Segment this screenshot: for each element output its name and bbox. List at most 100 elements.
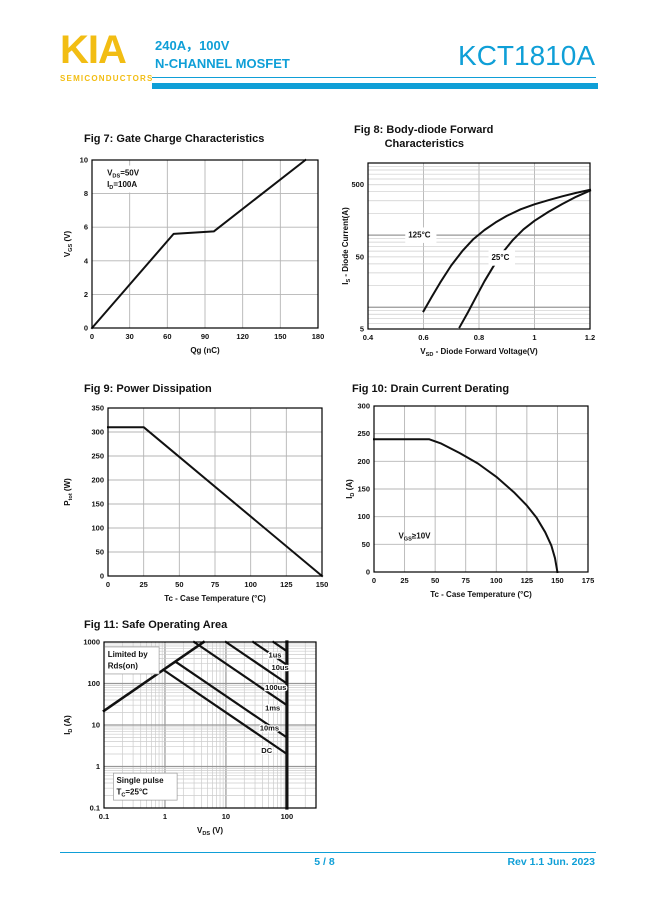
- x-tick-label: 100: [281, 812, 294, 821]
- y-axis-label: ID (A): [63, 715, 74, 735]
- x-tick-label: 0.6: [418, 333, 428, 342]
- series-pulse-1ms: [192, 640, 289, 707]
- y-tick-label: 250: [357, 429, 370, 438]
- y-tick-label: 250: [91, 451, 104, 460]
- x-axis-label: Tc - Case Temperature (°C): [430, 590, 532, 599]
- y-tick-label: 0: [366, 567, 370, 576]
- x-tick-label: 0.1: [99, 812, 109, 821]
- x-tick-label: 120: [236, 332, 249, 341]
- series-25C: [458, 188, 592, 329]
- x-tick-label: 25: [139, 580, 147, 589]
- x-tick-label: 0.8: [474, 333, 484, 342]
- y-tick-label: 100: [91, 523, 104, 532]
- device-rating: 240A，100V: [155, 38, 230, 53]
- y-axis-label-group: IS - Diode Current(A): [341, 206, 352, 284]
- x-axis-label: Qg (nC): [190, 346, 220, 355]
- series-pulse-10ms: [174, 660, 289, 739]
- series-pulse-dc: [162, 668, 289, 756]
- annotation-box: [104, 165, 145, 193]
- y-tick-label: 100: [357, 512, 370, 521]
- logo-text: KIA: [60, 28, 127, 72]
- annotation-v-ds-50v: VDS=50V: [107, 168, 140, 179]
- x-tick-label: 0: [372, 576, 376, 585]
- y-tick-label: 6: [84, 222, 88, 231]
- series-pulse-10us: [251, 640, 289, 667]
- annotation-rds-on-: Rds(on): [108, 661, 139, 670]
- x-tick-label: 150: [316, 580, 329, 589]
- y-axis-label-group: ID (A): [345, 479, 356, 499]
- y-tick-label: 150: [357, 484, 370, 493]
- fig9-plot: 0 25 50 75 100 125 150 0 50 100 150 200 250 300 350 Tc …: [63, 403, 329, 603]
- series-pulse-100us: [224, 640, 289, 685]
- y-tick-label: 50: [356, 252, 364, 261]
- y-tick-label: 1000: [83, 637, 100, 646]
- part-number: KCT1810A: [458, 40, 595, 71]
- x-tick-label: 75: [462, 576, 470, 585]
- revision-label: Rev 1.1 Jun. 2023: [507, 856, 595, 868]
- y-tick-label: 300: [91, 427, 104, 436]
- y-tick-label: 8: [84, 189, 88, 198]
- y-tick-label: 0.1: [90, 803, 100, 812]
- y-tick-label: 200: [91, 475, 104, 484]
- plot-border: [107, 407, 323, 577]
- annotation-i-d-100a: ID=100A: [107, 180, 137, 191]
- annotation-box: [113, 772, 178, 801]
- x-tick-label: 1.2: [585, 333, 595, 342]
- x-tick-label: 90: [201, 332, 209, 341]
- annotation-box: [104, 646, 160, 675]
- fig11-plot: 0.1 1 10 100 0.1 1 10 100 1000 VDS (V) ID (A) Limit…: [63, 637, 317, 837]
- annotation-125-c: 125°C: [408, 230, 431, 239]
- annotation-t-c-25-c: TC=25°C: [116, 787, 148, 798]
- annotation-box: [488, 249, 516, 266]
- fig10-current-derating-block: Fig 10: Drain Current Derating 0 25 50 75 10…: [342, 383, 600, 623]
- fig8-title: Fig 8: Body-diode Forward Characteristic…: [354, 124, 494, 150]
- x-axis-label: VSD - Diode Forward Voltage(V): [420, 347, 538, 358]
- y-axis-label-group: VGS (V): [63, 230, 74, 257]
- x-tick-label: 175: [582, 576, 595, 585]
- y-tick-label: 50: [96, 547, 104, 556]
- y-tick-label: 10: [80, 155, 88, 164]
- y-axis-label: Ptot (W): [63, 478, 74, 506]
- x-tick-label: 0: [106, 580, 110, 589]
- y-tick-label: 100: [87, 679, 100, 688]
- x-tick-label: 30: [125, 332, 133, 341]
- plot-border: [367, 161, 591, 330]
- device-summary: 240A，100V N-CHANNEL MOSFET: [155, 37, 290, 73]
- x-tick-label: 100: [244, 580, 257, 589]
- fig10-plot: 0 25 50 75 100 125 150 175 0 50 100 150 200 250 300 Tc …: [345, 401, 595, 599]
- fig10-title: Fig 10: Drain Current Derating: [352, 383, 510, 395]
- annotation-10us: 10us: [272, 663, 289, 672]
- y-axis-label-group: ID (A): [63, 715, 74, 735]
- fig9-power-dissipation-block: Fig 9: Power Dissipation 0 25 50 75 100 125 15…: [60, 383, 338, 627]
- annotation-1us: 1us: [269, 650, 282, 659]
- footer-rule: [60, 852, 596, 853]
- y-tick-label: 200: [357, 457, 370, 466]
- series-125C: [422, 188, 592, 313]
- fig11-safe-operating-area-block: Fig 11: Safe Operating Area 0.1 1 10 100 0.1…: [60, 619, 342, 853]
- series-rdson-limit: [102, 639, 206, 713]
- x-tick-label: 1: [532, 333, 536, 342]
- header-rule-thick: [152, 83, 598, 89]
- annotation-100us: 100us: [265, 683, 286, 692]
- fig8-plot: 0.4 0.6 0.8 1 1.2 5 50 500 VSD - Diode Forward V…: [341, 161, 595, 358]
- fig7-gate-charge-block: Fig 7: Gate Charge Characteristics 0 30 60…: [60, 133, 332, 377]
- plot-border: [373, 405, 589, 573]
- y-tick-label: 500: [351, 180, 364, 189]
- annotation-25-c: 25°C: [491, 253, 509, 262]
- y-tick-label: 2: [84, 290, 88, 299]
- y-axis-label: ID (A): [345, 479, 356, 499]
- x-tick-label: 0.4: [363, 333, 374, 342]
- annotation-box: [405, 226, 437, 243]
- series-pulse-1us: [271, 640, 289, 653]
- fig8-body-diode-block: Fig 8: Body-diode Forward Characteristic…: [338, 124, 600, 378]
- series-ptot: [107, 425, 324, 578]
- y-tick-label: 50: [362, 540, 370, 549]
- header-rule-thin: [152, 77, 596, 78]
- y-tick-label: 300: [357, 401, 370, 410]
- x-tick-label: 100: [490, 576, 503, 585]
- fig11-title: Fig 11: Safe Operating Area: [84, 619, 228, 631]
- y-tick-label: 1: [96, 762, 100, 771]
- annotation-dc: DC: [261, 746, 272, 755]
- annotation-1ms: 1ms: [265, 703, 280, 712]
